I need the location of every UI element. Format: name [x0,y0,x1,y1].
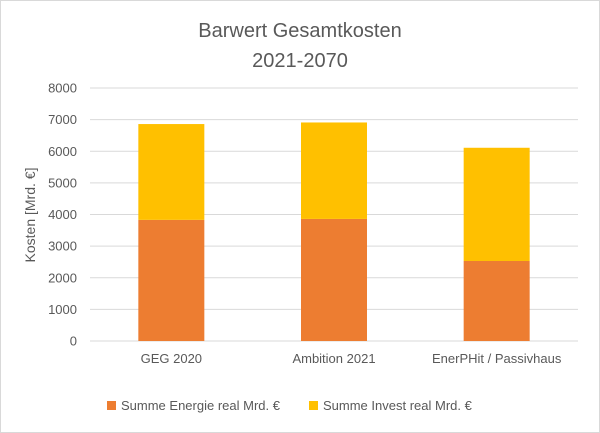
x-axis-ticks: GEG 2020 Ambition 2021 EnerPHit / Passivha… [141,351,562,366]
legend-swatch [309,401,318,410]
legend-label: Summe Invest real Mrd. € [323,398,473,413]
legend-swatch [107,401,116,410]
bar-energie-3 [463,260,530,341]
x-tick-label: Ambition 2021 [292,351,375,366]
y-tick-label: 6000 [48,144,77,159]
y-tick-label: 2000 [48,270,77,285]
bar-invest-1 [138,124,205,220]
y-tick-label: 1000 [48,302,77,317]
y-axis-title: Kosten [Mrd. €] [22,168,38,263]
bar-energie-1 [138,219,205,341]
bar-invest-2 [301,122,367,219]
y-tick-label: 8000 [48,81,77,96]
y-tick-label: 0 [70,334,77,349]
y-tick-label: 4000 [48,207,77,222]
x-tick-label: GEG 2020 [141,351,202,366]
bars [138,122,530,341]
chart-title-line-1: Barwert Gesamtkosten [198,20,401,42]
y-tick-label: 3000 [48,239,77,254]
legend-label: Summe Energie real Mrd. € [121,398,281,413]
bar-energie-2 [301,218,367,341]
y-axis-ticks: 0 1000 2000 3000 4000 5000 6000 7000 8000 [48,81,77,349]
y-tick-label: 5000 [48,175,77,190]
chart-title-line-2: 2021-2070 [252,50,348,72]
x-tick-label: EnerPHit / Passivhaus [432,351,562,366]
bar-invest-3 [463,147,530,261]
legend: Summe Energie real Mrd. € Summe Invest re… [107,398,473,413]
y-tick-label: 7000 [48,112,77,127]
